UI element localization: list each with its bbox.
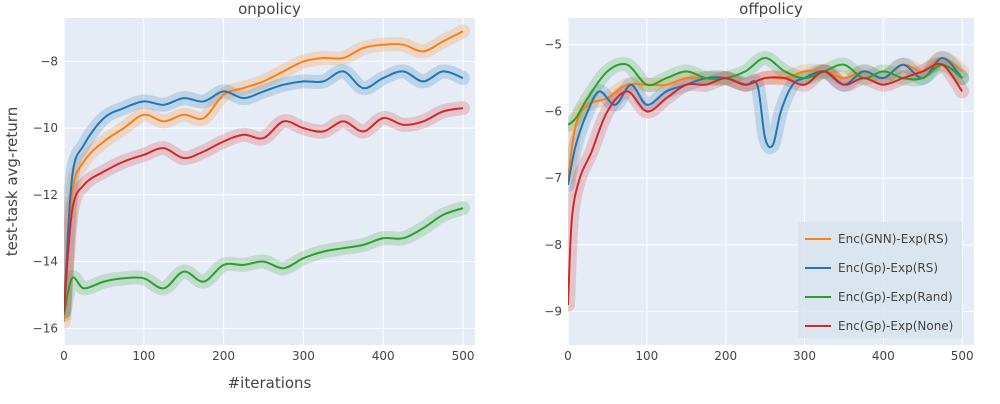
y-tick-label: −14 [33, 255, 58, 269]
series-line-Enc(Gp)-Exp(RS) [64, 70, 464, 312]
chart-title: offpolicy [739, 0, 803, 18]
series-line-Enc(GNN)-Exp(RS) [64, 30, 464, 322]
x-tick-label: 200 [714, 349, 737, 363]
series-line-Enc(Gp)-Exp(RS) [568, 57, 963, 185]
chart-title: onpolicy [238, 0, 301, 18]
x-tick-label: 100 [635, 349, 658, 363]
legend-label: Enc(Gp)-Exp(Rand) [838, 290, 953, 304]
y-tick-label: −12 [33, 188, 58, 202]
x-tick-label: 0 [564, 349, 572, 363]
x-tick-label: 300 [292, 349, 315, 363]
y-tick-label: −9 [544, 305, 562, 319]
legend: Enc(GNN)-Exp(RS) Enc(Gp)-Exp(RS) Enc(Gp)-E… [798, 222, 962, 338]
y-tick-label: −8 [544, 238, 562, 252]
y-tick-label: −7 [544, 171, 562, 185]
series-line-Enc(Gp)-Exp(Rand) [568, 57, 963, 126]
plot-area [64, 18, 475, 345]
x-tick-label: 400 [372, 349, 395, 363]
legend-label: Enc(Gp)-Exp(RS) [838, 261, 938, 275]
y-tick-label: −5 [544, 38, 562, 52]
legend-box [798, 222, 962, 338]
legend-label: Enc(GNN)-Exp(RS) [838, 232, 948, 246]
x-tick-label: 500 [452, 349, 475, 363]
series-line-Enc(Gp)-Exp(None) [568, 62, 964, 306]
series-line-Enc(Gp)-Exp(Rand) [64, 207, 464, 316]
x-axis-title: #iterations [228, 374, 312, 392]
y-tick-label: −16 [33, 321, 58, 335]
x-tick-label: 200 [212, 349, 235, 363]
chart-panel-1: 0 100 200 300 400 500 −16 −14 −12 −10 −8 onpolicy #i… [3, 0, 475, 392]
x-tick-label: 0 [60, 349, 68, 363]
y-axis-title: test-task avg-return [3, 107, 21, 256]
y-tick-label: −8 [40, 54, 58, 68]
y-tick-label: −10 [33, 121, 58, 135]
series-group [568, 51, 970, 312]
y-tick-label: −6 [544, 104, 562, 118]
legend-item[interactable]: Enc(Gp)-Exp(RS) [805, 261, 938, 275]
legend-item[interactable]: Enc(Gp)-Exp(Rand) [805, 290, 953, 304]
series-line-Enc(Gp)-Exp(None) [64, 107, 464, 312]
x-tick-label: 100 [132, 349, 155, 363]
chart-panel-2: 0 100 200 300 400 500 −9 −8 −7 −6 −5 offpolicy Enc(G… [544, 0, 974, 363]
x-tick-label: 400 [872, 349, 895, 363]
x-tick-label: 300 [793, 349, 816, 363]
x-tick-label: 500 [951, 349, 974, 363]
legend-item[interactable]: Enc(GNN)-Exp(RS) [805, 232, 948, 246]
legend-item[interactable]: Enc(Gp)-Exp(None) [805, 319, 953, 333]
legend-label: Enc(Gp)-Exp(None) [838, 319, 953, 333]
series-group [64, 24, 470, 329]
